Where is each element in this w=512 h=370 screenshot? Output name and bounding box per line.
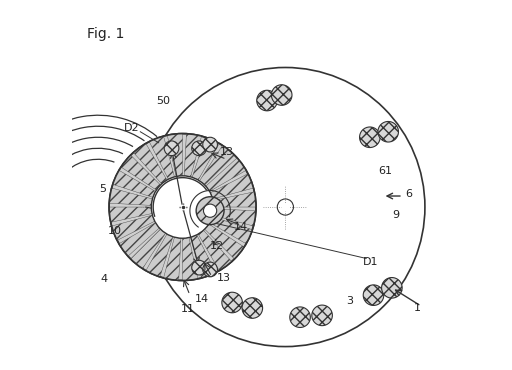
Circle shape [242,298,263,318]
Circle shape [203,262,218,277]
Wedge shape [109,188,153,205]
Circle shape [378,121,398,142]
Wedge shape [206,158,246,191]
Text: 11: 11 [181,304,195,314]
Wedge shape [183,238,198,280]
Text: 61: 61 [378,166,392,176]
Wedge shape [210,174,253,199]
Text: 9: 9 [393,210,400,220]
Circle shape [203,204,217,217]
Text: 5: 5 [99,184,106,194]
Wedge shape [200,145,234,185]
Wedge shape [167,134,183,176]
Wedge shape [212,209,256,226]
Wedge shape [131,229,165,269]
Wedge shape [109,207,152,222]
Wedge shape [198,230,232,270]
Wedge shape [184,134,202,177]
Text: D2: D2 [124,123,140,133]
Wedge shape [149,136,175,179]
Text: D1: D1 [363,257,378,267]
Wedge shape [121,155,160,190]
Wedge shape [192,137,219,180]
Wedge shape [209,217,252,244]
Wedge shape [134,144,167,184]
Wedge shape [113,170,156,197]
Text: 13: 13 [217,273,231,283]
Circle shape [164,141,179,156]
Text: 4: 4 [100,274,107,284]
Circle shape [363,285,384,306]
Circle shape [191,141,206,156]
Text: 14: 14 [234,222,248,232]
Circle shape [290,307,310,327]
Wedge shape [205,224,244,259]
Text: 6: 6 [405,189,412,199]
Circle shape [359,127,380,148]
Circle shape [381,278,402,298]
Circle shape [196,197,224,225]
Wedge shape [112,215,155,241]
Text: Fig. 1: Fig. 1 [87,27,124,41]
Text: 1: 1 [414,303,421,313]
Circle shape [152,176,214,238]
Wedge shape [119,223,159,256]
Text: 50: 50 [156,95,170,105]
Circle shape [271,85,292,105]
Wedge shape [163,237,181,280]
Text: 13: 13 [220,147,233,157]
Text: 10: 10 [108,226,122,236]
Wedge shape [146,234,173,277]
Circle shape [203,137,218,152]
Circle shape [109,134,256,280]
Circle shape [312,305,332,326]
Circle shape [222,292,242,313]
Wedge shape [190,235,216,278]
Wedge shape [213,192,256,207]
Text: 12: 12 [209,240,224,250]
Text: 3: 3 [347,296,353,306]
Circle shape [257,90,278,111]
Text: 14: 14 [195,294,209,304]
Circle shape [191,260,206,275]
